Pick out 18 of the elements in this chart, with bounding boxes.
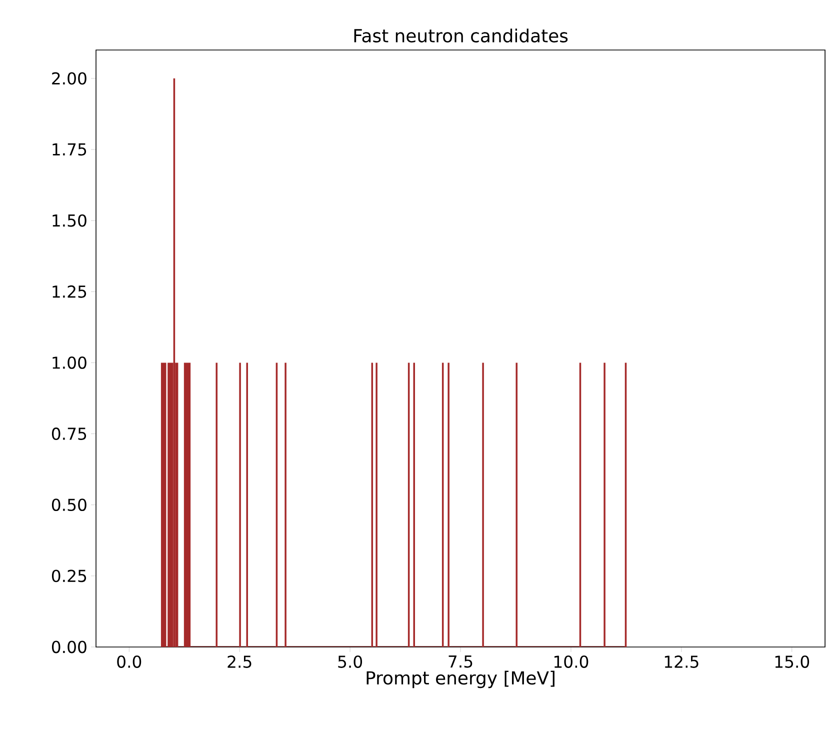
x-tick-label: 15.0 <box>775 656 810 668</box>
y-tick-label: 1.00 <box>52 356 86 369</box>
x-tick-label: 0.0 <box>117 656 142 668</box>
y-tick-label: 0.00 <box>52 640 86 654</box>
y-tick-label: 0.50 <box>52 498 86 512</box>
y-tick-label: 0.75 <box>52 428 86 440</box>
x-tick-label: 5.0 <box>338 656 362 668</box>
y-tick-label: 2.00 <box>52 72 86 85</box>
x-axis-title: Prompt energy [MeV] <box>366 670 554 688</box>
chart-title: Fast neutron candidates <box>354 28 568 42</box>
x-tick-label: 2.5 <box>228 656 252 668</box>
x-tick-label: 10.0 <box>554 656 588 668</box>
x-tick-label: 7.5 <box>448 656 472 668</box>
y-tick-label: 0.25 <box>52 570 86 582</box>
x-tick-label: 12.5 <box>664 656 698 668</box>
y-tick-label: 1.75 <box>52 143 86 156</box>
y-tick-label: 1.50 <box>52 214 86 227</box>
y-tick-label: 1.25 <box>52 285 86 298</box>
